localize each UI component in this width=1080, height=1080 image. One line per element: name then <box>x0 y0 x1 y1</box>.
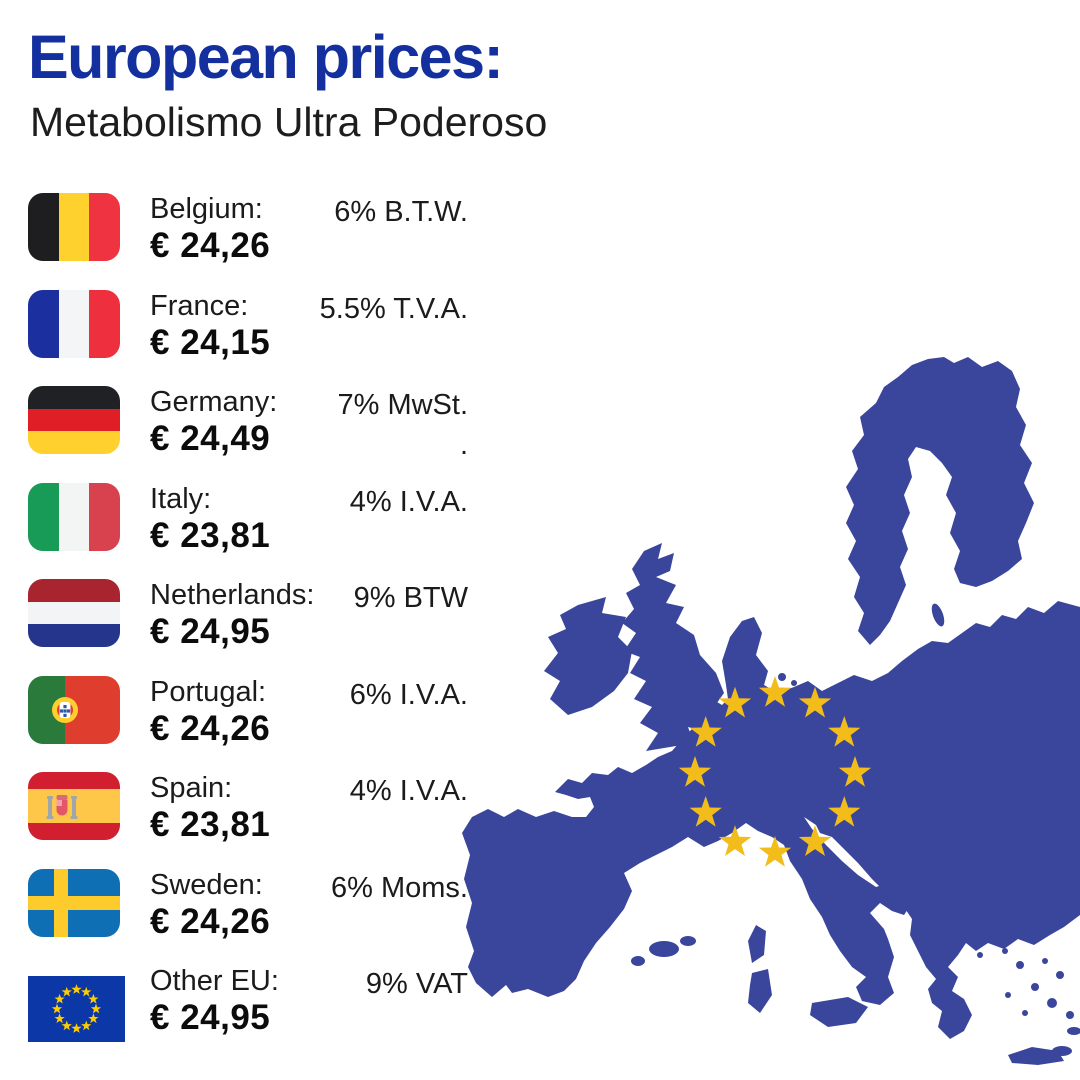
continent-shape <box>462 601 1080 1039</box>
danish-isle <box>778 673 786 681</box>
belgium-flag-icon <box>28 193 120 261</box>
tax-rate-label: 7% MwSt. <box>337 389 468 421</box>
country-price-row: Netherlands: € 24,95 9% BTW <box>28 577 473 674</box>
tax-rate-note: . <box>459 429 468 461</box>
page-subtitle: Metabolismo Ultra Poderoso <box>30 99 548 145</box>
menorca-shape <box>680 936 696 946</box>
country-price-row: Italy: € 23,81 4% I.V.A. <box>28 481 473 578</box>
country-label: Sweden: <box>150 868 263 901</box>
price-value: € 24,26 <box>150 226 271 265</box>
tax-rate-label: 5.5% T.V.A. <box>319 292 468 325</box>
netherlands-flag-icon <box>28 579 120 647</box>
price-value: € 24,15 <box>150 322 271 362</box>
country-price-row: Spain: € 23,81 4% I.V.A. <box>28 770 473 867</box>
price-value: € 23,81 <box>150 805 271 844</box>
ibiza-shape <box>631 956 645 966</box>
country-price-row: Germany: € 24,49 7% MwSt. . <box>28 384 473 481</box>
page-title: European prices: <box>28 23 504 91</box>
crete-shape <box>1008 1047 1064 1065</box>
tax-rate-label: 9% VAT <box>365 968 468 1000</box>
price-value: € 24,26 <box>150 708 271 748</box>
tax-rate-label: 6% I.V.A. <box>349 678 468 711</box>
country-price-row: Portugal: € 24,26 6% I.V.A. <box>28 674 473 771</box>
country-label: Germany: <box>150 386 278 418</box>
corsica-shape <box>748 925 766 963</box>
tax-rate-label: 4% I.V.A. <box>349 775 468 807</box>
gotland-shape <box>931 603 945 627</box>
country-label: Italy: <box>150 482 212 515</box>
eu-stars-circle <box>678 676 872 867</box>
country-label: Belgium: <box>150 193 263 225</box>
eu-flag-icon <box>28 976 125 1042</box>
price-value: € 24,49 <box>150 419 271 458</box>
sweden-flag-icon <box>28 868 120 937</box>
europe-map <box>460 355 1080 1080</box>
sicily-shape <box>810 997 868 1027</box>
tax-rate-label: 4% I.V.A. <box>349 485 468 518</box>
mallorca-shape <box>649 941 679 957</box>
tax-rate-label: 6% Moms. <box>331 871 468 904</box>
country-price-row: Other EU: € 24,95 9% VAT <box>28 963 473 1060</box>
country-label: Netherlands: <box>150 579 315 611</box>
country-label: Other EU: <box>150 965 279 997</box>
country-price-list: Belgium: € 24,26 6% B.T.W. France: € 24,… <box>28 191 473 1060</box>
great-britain-shape <box>622 543 728 751</box>
europe-map-svg <box>462 357 1080 1065</box>
cyprus-shape <box>1052 1046 1072 1056</box>
country-price-row: Sweden: € 24,26 6% Moms. <box>28 867 473 964</box>
country-label: Portugal: <box>150 675 267 708</box>
price-value: € 24,95 <box>150 612 271 651</box>
portugal-flag-icon <box>28 675 120 744</box>
france-flag-icon <box>28 289 120 358</box>
rhodes-shape <box>1067 1027 1080 1035</box>
danish-isle <box>791 680 797 686</box>
country-label: France: <box>150 289 249 322</box>
country-label: Spain: <box>150 772 233 804</box>
country-price-row: France: € 24,15 5.5% T.V.A. <box>28 288 473 385</box>
tax-rate-label: 6% B.T.W. <box>334 196 468 228</box>
scandinavia-shape <box>846 357 1034 645</box>
price-value: € 23,81 <box>150 515 271 555</box>
sardinia-shape <box>748 969 772 1013</box>
ireland-shape <box>544 597 632 715</box>
tax-rate-label: 9% BTW <box>353 582 468 614</box>
price-value: € 24,26 <box>150 901 271 941</box>
germany-flag-icon <box>28 386 120 454</box>
spain-flag-icon <box>28 772 120 840</box>
price-value: € 24,95 <box>150 998 271 1037</box>
country-price-row: Belgium: € 24,26 6% B.T.W. <box>28 191 473 288</box>
italy-flag-icon <box>28 482 120 551</box>
